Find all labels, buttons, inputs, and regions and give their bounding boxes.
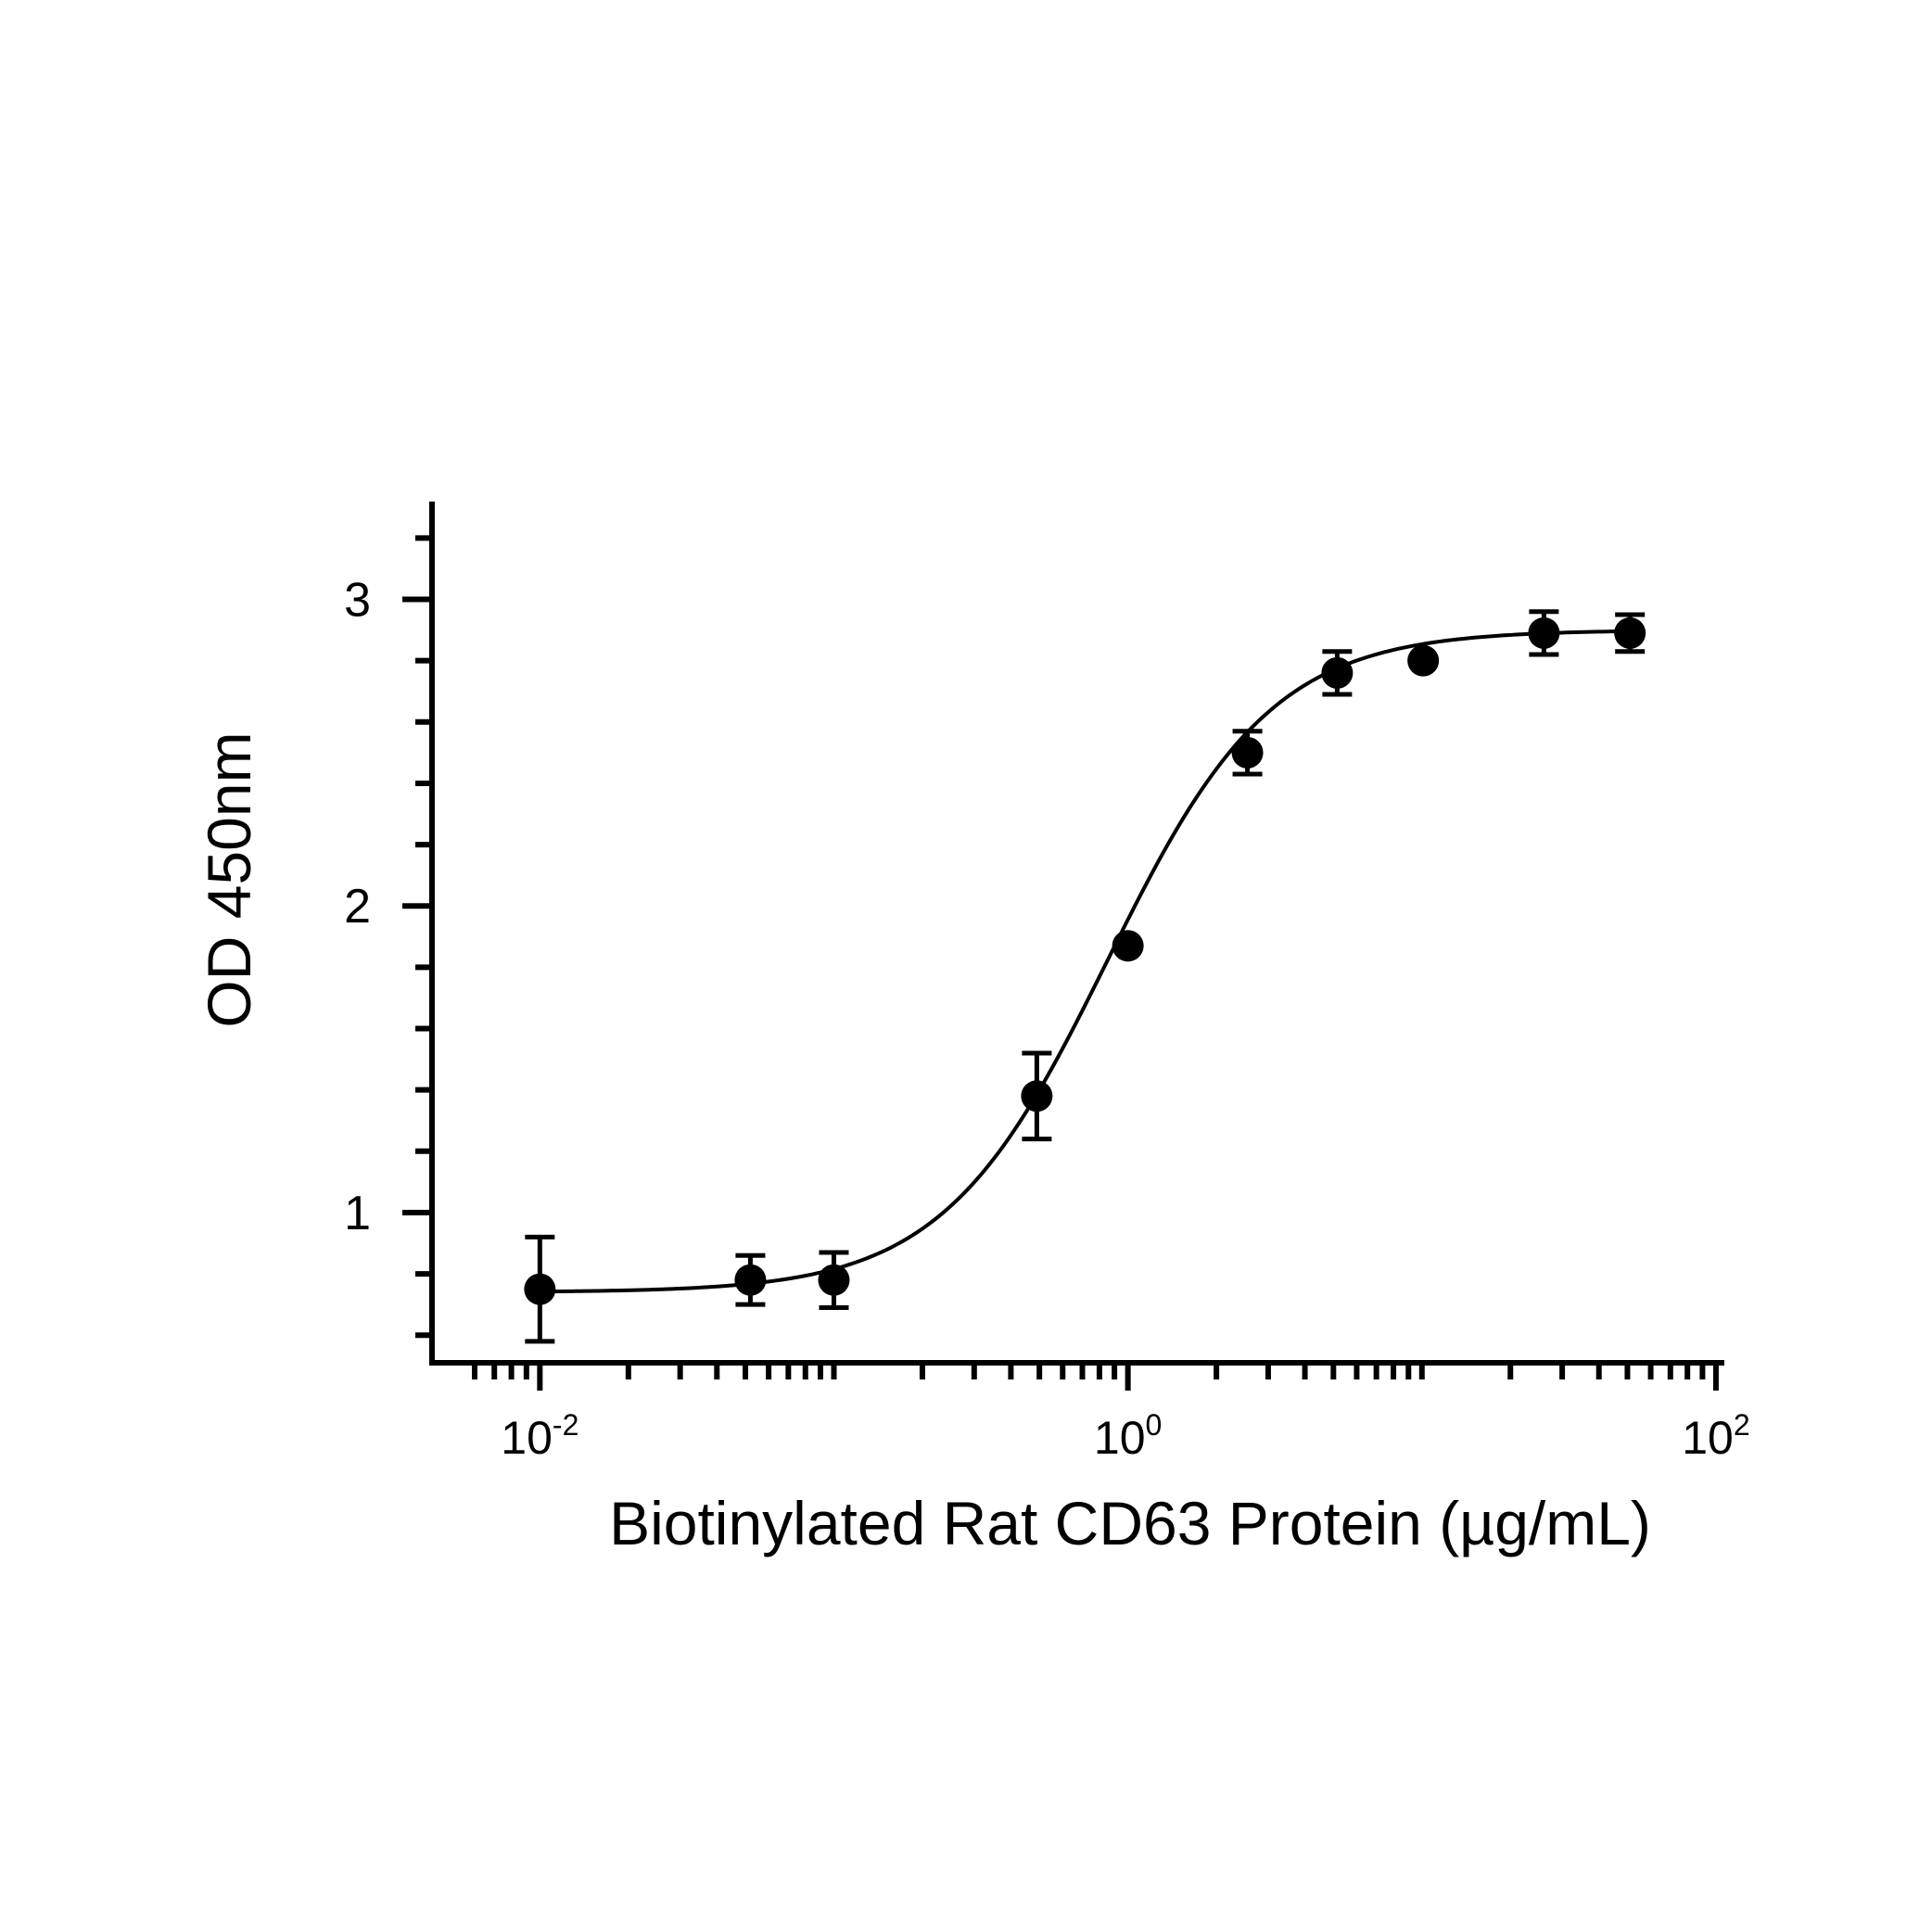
data-point [1614,612,1646,655]
data-marker [1321,656,1354,689]
fit-curve-layer [540,629,1631,1294]
x-tick-label: 10-2 [501,1408,578,1464]
data-point [524,1234,556,1344]
data-marker [1528,616,1560,649]
data-point [1231,729,1264,777]
plot-area: 10-2 100 102 1 2 3 [344,502,1750,1464]
data-point [1528,609,1560,657]
data-marker [818,1264,850,1296]
data-point [1021,1050,1053,1142]
data-point [1407,644,1440,677]
data-marker [1021,1080,1053,1112]
y-tick-label: 3 [344,574,371,628]
data-points-layer [524,609,1646,1344]
data-marker [1231,736,1264,769]
data-marker [1112,930,1144,962]
data-point [818,1250,850,1310]
data-point [1112,930,1144,962]
data-marker [1614,616,1646,649]
data-marker [1407,644,1440,677]
x-tick-label: 100 [1094,1408,1162,1464]
y-tick-label: 1 [344,1187,371,1240]
fit-curve [540,629,1631,1294]
y-axis-label: OD 450nm [195,731,263,1027]
x-tick-label: 102 [1682,1408,1749,1464]
x-axis: 10-2 100 102 [429,1360,1750,1464]
y-axis: 1 2 3 [344,502,435,1366]
data-point [1321,649,1354,697]
data-marker [734,1264,767,1296]
x-axis-label: Biotinylated Rat CD63 Protein (µg/mL) [609,1489,1651,1557]
data-marker [524,1273,556,1305]
data-point [734,1252,767,1307]
y-tick-label: 2 [344,880,371,934]
